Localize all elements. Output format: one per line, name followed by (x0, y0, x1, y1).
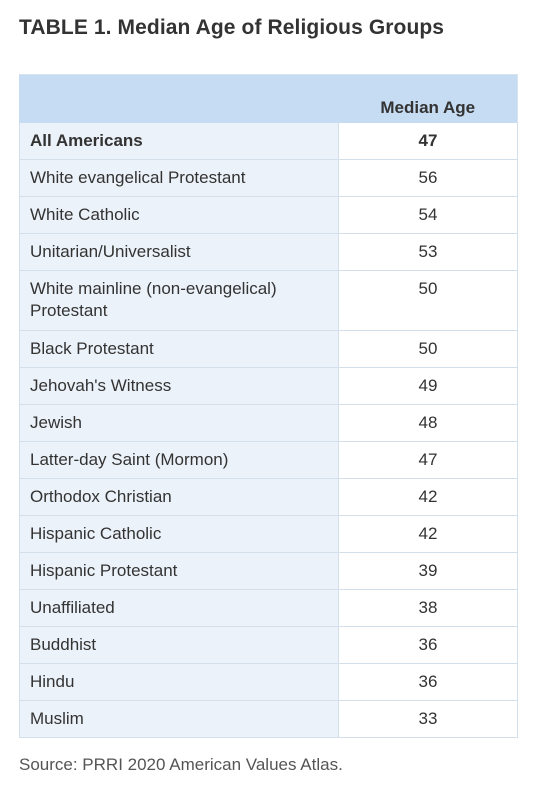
table-row: Hindu 36 (19, 663, 518, 701)
table-row: Buddhist 36 (19, 626, 518, 664)
table-row: Orthodox Christian 42 (19, 478, 518, 516)
row-label: White Catholic (19, 196, 339, 234)
row-value: 42 (338, 478, 518, 516)
row-label: White mainline (non-evangelical) Protest… (19, 270, 339, 331)
median-age-table: Median Age All Americans 47 White evange… (19, 74, 518, 738)
row-label: All Americans (19, 123, 339, 160)
row-label: Black Protestant (19, 330, 339, 368)
row-value: 47 (338, 123, 518, 160)
row-value: 39 (338, 552, 518, 590)
row-label: Muslim (19, 700, 339, 738)
header-row: Median Age (19, 74, 518, 123)
row-value: 36 (338, 663, 518, 701)
table-row: Hispanic Catholic 42 (19, 515, 518, 553)
table-row: Unitarian/Universalist 53 (19, 233, 518, 271)
row-label: Jehovah's Witness (19, 367, 339, 405)
row-value: 49 (338, 367, 518, 405)
table-row: Jehovah's Witness 49 (19, 367, 518, 405)
row-label: Hindu (19, 663, 339, 701)
row-value: 47 (338, 441, 518, 479)
table-title: TABLE 1. Median Age of Religious Groups (19, 16, 445, 39)
row-value: 36 (338, 626, 518, 664)
table-row: White mainline (non-evangelical) Protest… (19, 270, 518, 331)
source-note: Source: PRRI 2020 American Values Atlas. (19, 755, 343, 774)
row-value: 54 (338, 196, 518, 234)
table-row: All Americans 47 (19, 123, 518, 160)
row-label: White evangelical Protestant (19, 159, 339, 197)
table-row: White evangelical Protestant 56 (19, 159, 518, 197)
table-row: White Catholic 54 (19, 196, 518, 234)
table-header: Median Age (19, 74, 518, 123)
table-row: Hispanic Protestant 39 (19, 552, 518, 590)
table-row: Muslim 33 (19, 700, 518, 738)
table-body: All Americans 47 White evangelical Prote… (19, 123, 518, 738)
header-median-age: Median Age (338, 74, 518, 123)
row-label: Hispanic Catholic (19, 515, 339, 553)
row-label: Orthodox Christian (19, 478, 339, 516)
header-label-column (19, 74, 339, 123)
row-value: 56 (338, 159, 518, 197)
row-label: Hispanic Protestant (19, 552, 339, 590)
row-label: Jewish (19, 404, 339, 442)
row-value: 42 (338, 515, 518, 553)
row-label: Buddhist (19, 626, 339, 664)
row-label: Unaffiliated (19, 589, 339, 627)
data-table: Median Age All Americans 47 White evange… (19, 74, 518, 738)
row-value: 38 (338, 589, 518, 627)
row-value: 53 (338, 233, 518, 271)
table-row: Unaffiliated 38 (19, 589, 518, 627)
row-value: 33 (338, 700, 518, 738)
row-value: 48 (338, 404, 518, 442)
table-row: Latter-day Saint (Mormon) 47 (19, 441, 518, 479)
table-row: Black Protestant 50 (19, 330, 518, 368)
row-label: Unitarian/Universalist (19, 233, 339, 271)
row-label: Latter-day Saint (Mormon) (19, 441, 339, 479)
table-row: Jewish 48 (19, 404, 518, 442)
row-value: 50 (338, 330, 518, 368)
row-value: 50 (338, 270, 518, 331)
